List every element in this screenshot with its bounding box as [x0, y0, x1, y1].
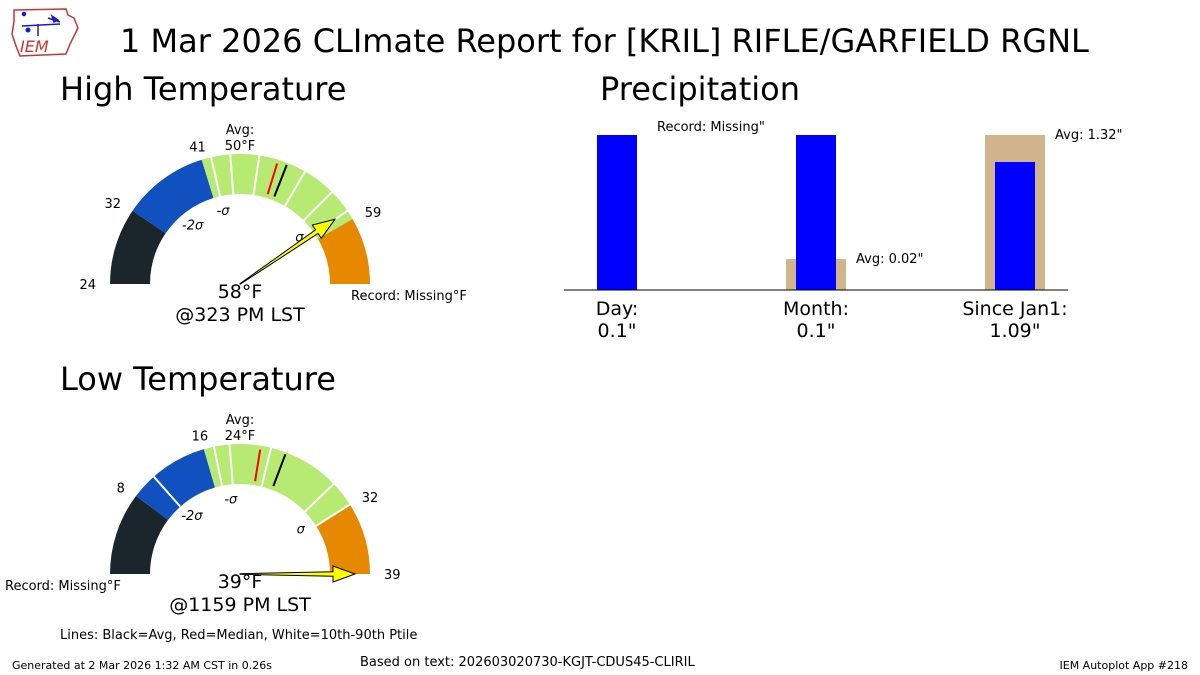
record-label: Record: Missing°F: [5, 579, 121, 594]
sigma-label: σ: [295, 231, 304, 246]
gauge-bands: [110, 444, 370, 574]
precip-annotation: Avg: 0.02": [856, 252, 924, 267]
value-label: 0.1": [598, 320, 637, 342]
source-text-id: Based on text: 202603020730-KGJT-CDUS45-…: [360, 655, 695, 670]
median-line: [254, 449, 262, 482]
tick-label: 39: [384, 568, 401, 583]
ptile-line-1: [213, 446, 223, 487]
precip-observed-bar: [995, 162, 1035, 290]
tick-label: 32: [104, 197, 121, 212]
ptile-line-4: [302, 191, 333, 222]
record-label: Record: Missing°F: [351, 289, 467, 304]
avg-value-label: 50°F: [225, 139, 256, 154]
generated-timestamp: Generated at 2 Mar 2026 1:32 AM CST in 0…: [12, 659, 272, 672]
value-label: 0.1": [797, 320, 836, 342]
ptile-line-2: [252, 155, 261, 196]
observed-time: @323 PM LST: [175, 304, 305, 326]
gauge-arrow: [239, 565, 357, 583]
ptile-line-0: [210, 157, 221, 197]
app-id: IEM Autoplot App #218: [1059, 659, 1189, 672]
gauge-bands: [110, 154, 370, 284]
value-label: 1.09": [989, 320, 1040, 342]
gauge-band-3: [317, 219, 370, 284]
high-temp-title: High Temperature: [60, 70, 347, 108]
ptile-line-2: [228, 444, 234, 485]
gauge-lines: [153, 444, 351, 527]
observed-value: 39°F: [218, 571, 263, 593]
observed-arrow: [239, 565, 357, 583]
gauge-band-0: [110, 495, 169, 574]
sigma-label: -σ: [217, 204, 231, 219]
observed-arrow: [239, 218, 337, 285]
low-temp-gauge: 8 16 32 39 -2σ -σ σ Avg: 24°F 39°F @1159 PM LS…: [5, 413, 401, 616]
precip-annotation: Avg: 1.32": [1055, 128, 1123, 143]
avg-label: Avg:: [226, 413, 254, 428]
sigma-label: -σ: [224, 493, 238, 508]
tick-label: 32: [362, 491, 379, 506]
gauge-labels: 24 32 41 59 -2σ -σ σ: [79, 140, 381, 293]
category-label: Day:: [596, 298, 639, 320]
page-title: 1 Mar 2026 CLImate Report for [KRIL] RIF…: [120, 22, 1089, 60]
precip-observed-bar: [597, 135, 637, 290]
gauge-band-2: [201, 154, 353, 239]
avg-line: [272, 453, 287, 487]
precip-title: Precipitation: [600, 70, 801, 108]
category-label: Since Jan1:: [962, 298, 1067, 320]
precip-observed-bar: [796, 135, 836, 290]
sigma-label: σ: [297, 522, 306, 537]
gauge-band-2: [203, 444, 350, 526]
ptile-line-1: [229, 154, 235, 195]
ptile-line-5: [315, 503, 351, 527]
ptile-line-3: [260, 447, 273, 487]
precip-chart: Day:0.1"Month:0.1"Since Jan1:1.09"Record…: [564, 120, 1123, 342]
ptile-line-3: [284, 170, 306, 207]
ptile-line-0: [153, 476, 182, 508]
category-label: Month:: [783, 298, 849, 320]
observed-value: 58°F: [218, 281, 263, 303]
gauge-labels: 8 16 32 39 -2σ -σ σ: [117, 430, 401, 583]
observed-time: @1159 PM LST: [169, 594, 311, 616]
precip-bars: [597, 135, 1045, 290]
tick-label: 41: [189, 140, 206, 155]
tick-label: 16: [192, 430, 209, 445]
precip-labels: Day:0.1"Month:0.1"Since Jan1:1.09"Record…: [596, 120, 1123, 342]
ptile-line-4: [304, 483, 335, 513]
gauge-band-0: [110, 210, 166, 284]
avg-label: Avg:: [226, 123, 254, 138]
median-line: [266, 163, 279, 195]
iem-logo: IEM: [11, 8, 79, 57]
tick-label: 24: [79, 278, 96, 293]
lines-legend-note: Lines: Black=Avg, Red=Median, White=10th…: [60, 628, 418, 643]
low-temp-title: Low Temperature: [60, 360, 336, 398]
sigma-label: -2σ: [182, 219, 204, 234]
gauge-band-1: [132, 159, 214, 234]
avg-line: [273, 164, 288, 197]
sigma-label: -2σ: [181, 509, 203, 524]
precip-annotation: Record: Missing": [657, 120, 765, 135]
gauge-arrow: [239, 218, 337, 285]
avg-value-label: 24°F: [225, 429, 256, 444]
logo-text: IEM: [20, 37, 49, 56]
high-temp-gauge: 24 32 41 59 -2σ -σ σ Avg: 50°F 58°F @323 PM LS…: [79, 123, 467, 326]
tick-label: 59: [365, 206, 382, 221]
tick-label: 8: [117, 481, 125, 496]
gauge-band-1: [136, 449, 215, 520]
gauge-band-3: [316, 504, 370, 574]
